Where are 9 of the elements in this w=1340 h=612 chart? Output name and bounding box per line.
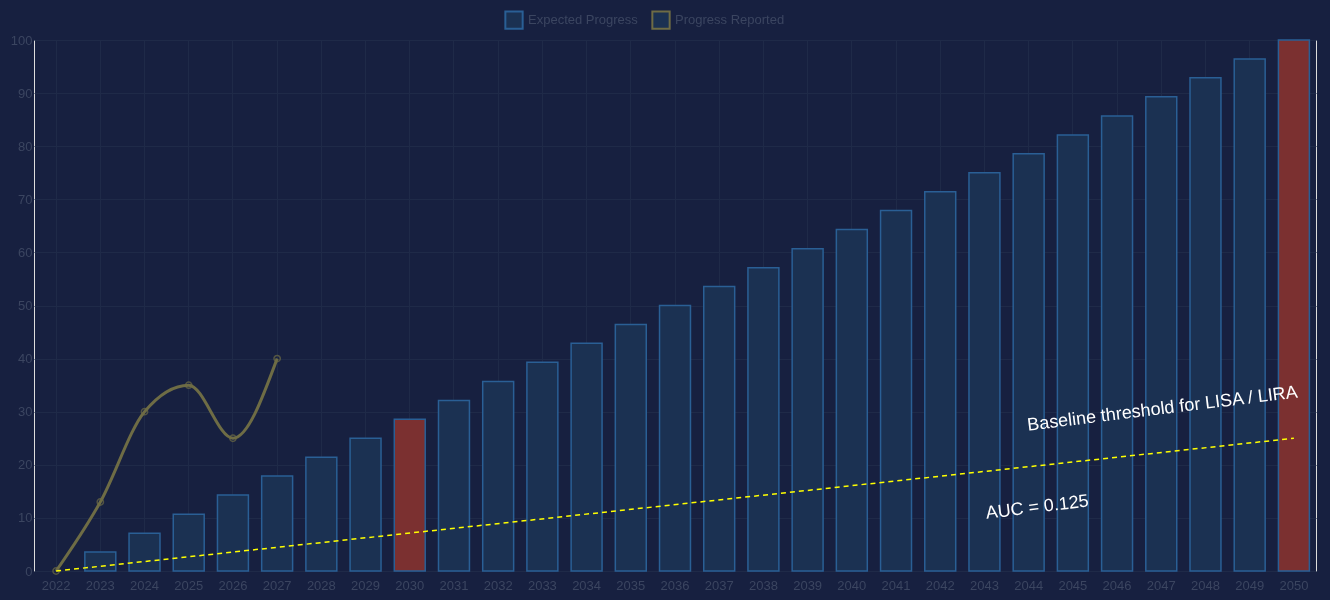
point <box>229 434 237 443</box>
point <box>96 498 105 506</box>
bar <box>393 418 426 572</box>
point <box>184 381 193 390</box>
point <box>140 407 149 416</box>
annotation: Baseline threshold for LISA / LIRA <box>1026 381 1299 435</box>
point <box>273 354 282 363</box>
point <box>52 567 61 575</box>
annotation: AUC = 0.125 <box>984 490 1090 523</box>
